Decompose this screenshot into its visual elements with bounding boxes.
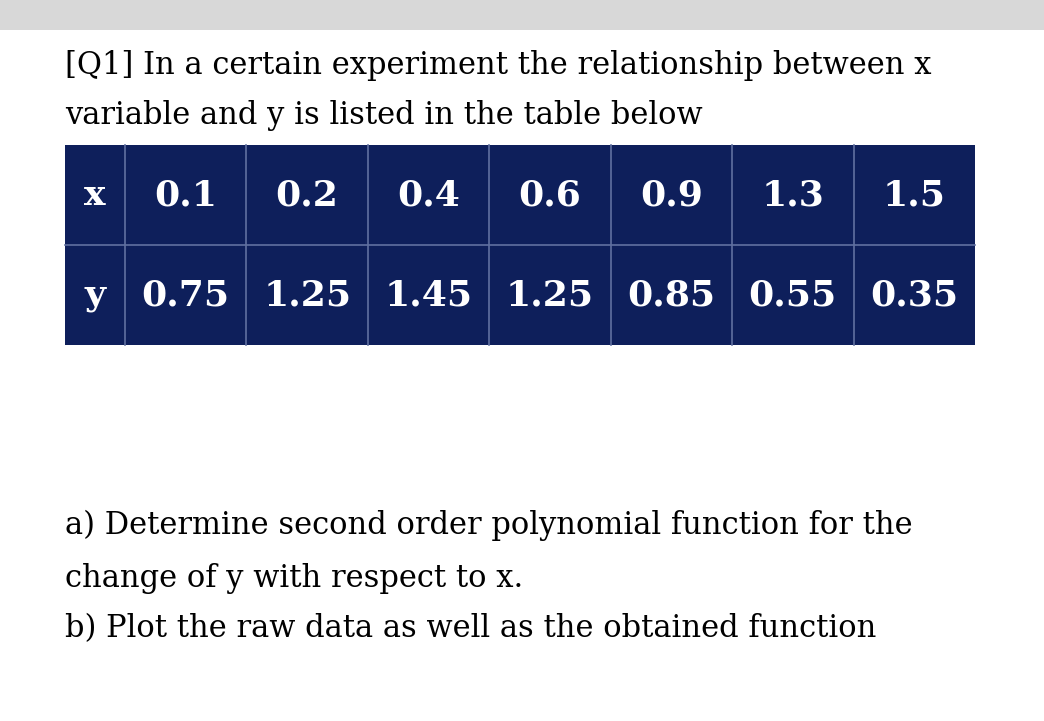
Text: change of y with respect to x.: change of y with respect to x. [65,563,523,594]
Text: b) Plot the raw data as well as the obtained function: b) Plot the raw data as well as the obta… [65,613,876,644]
Text: 1.25: 1.25 [506,278,594,312]
Text: 1.3: 1.3 [761,178,825,212]
Text: 0.1: 0.1 [155,178,217,212]
FancyBboxPatch shape [0,0,1044,30]
Text: 1.5: 1.5 [883,178,946,212]
Text: 1.25: 1.25 [263,278,351,312]
Text: [Q1] In a certain experiment the relationship between x: [Q1] In a certain experiment the relatio… [65,50,931,81]
Text: 0.75: 0.75 [142,278,230,312]
FancyBboxPatch shape [65,145,975,345]
Text: 0.2: 0.2 [276,178,338,212]
Text: a) Determine second order polynomial function for the: a) Determine second order polynomial fun… [65,510,912,541]
Text: variable and y is listed in the table below: variable and y is listed in the table be… [65,100,703,131]
Text: 0.55: 0.55 [749,278,837,312]
Text: 0.35: 0.35 [871,278,958,312]
Text: 0.6: 0.6 [519,178,582,212]
Text: y: y [85,278,105,312]
Text: 0.9: 0.9 [640,178,703,212]
Text: 1.45: 1.45 [384,278,473,312]
Text: 0.4: 0.4 [397,178,460,212]
Text: 0.85: 0.85 [627,278,715,312]
Text: x: x [85,178,105,212]
